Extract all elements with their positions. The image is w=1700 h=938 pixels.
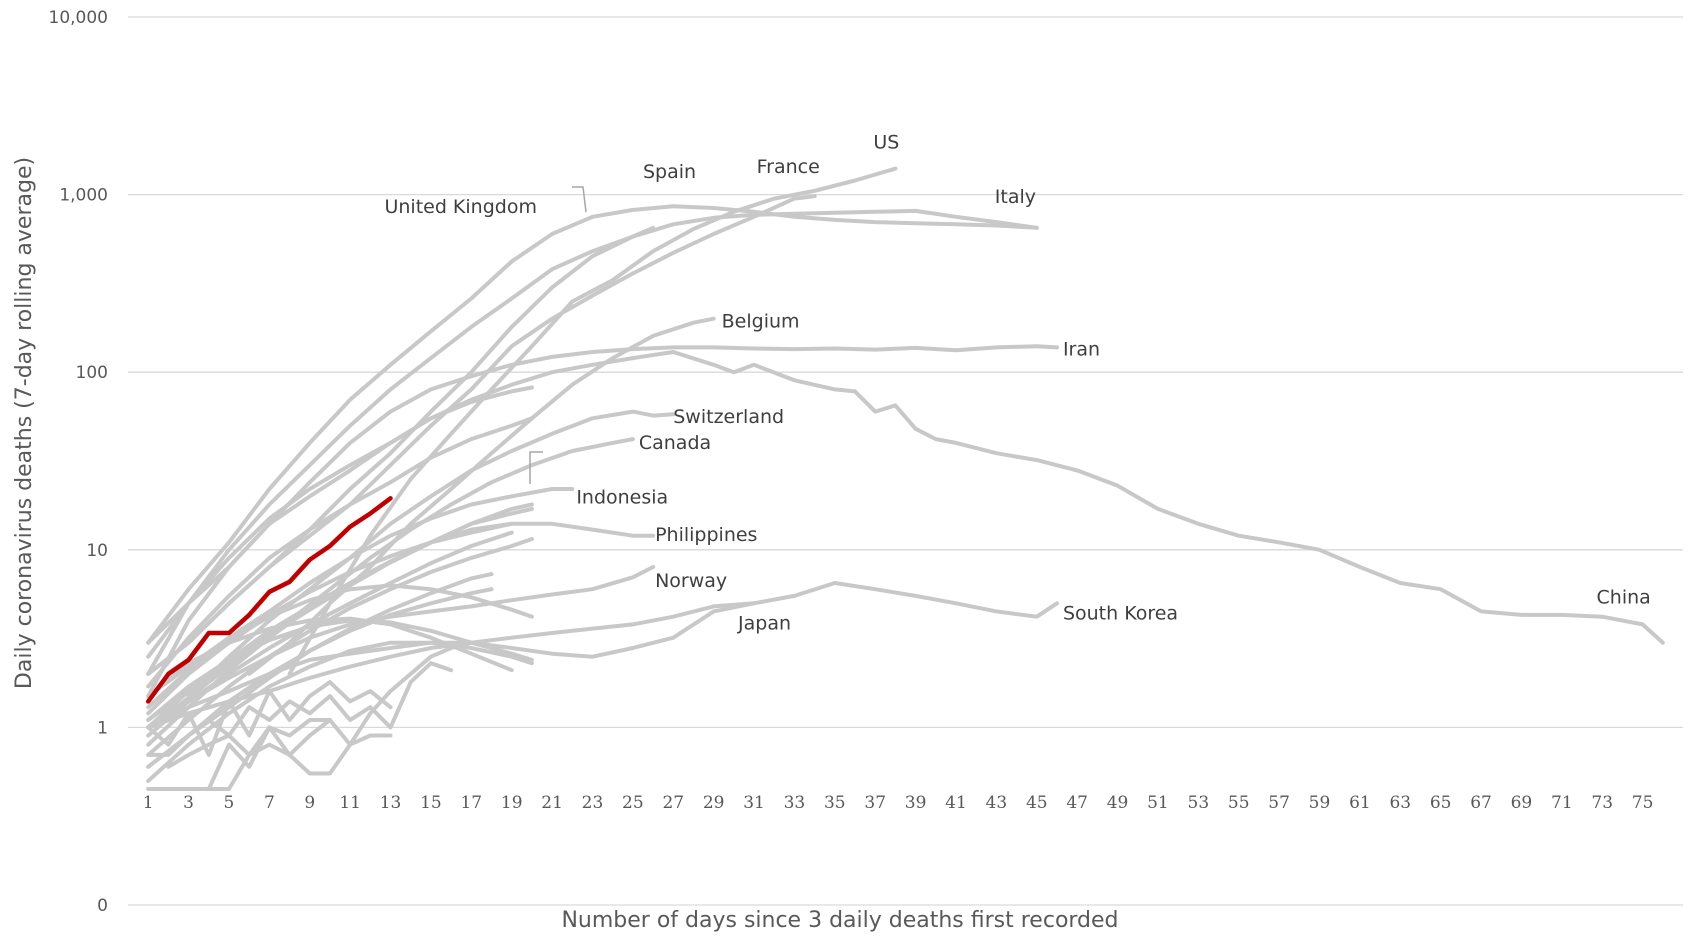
- x-tick-label: 33: [784, 793, 806, 813]
- y-tick-label: 10: [86, 541, 108, 561]
- x-tick-label: 21: [541, 793, 563, 813]
- x-tick-label: 65: [1430, 793, 1452, 813]
- x-tick-label: 9: [304, 793, 315, 813]
- x-tick-label: 3: [183, 793, 194, 813]
- y-tick-label: 1: [97, 718, 108, 738]
- label-switzerland: Switzerland: [673, 406, 784, 428]
- country-line-south-korea: [146, 581, 1059, 730]
- x-tick-label: 69: [1511, 793, 1533, 813]
- x-tick-label: 63: [1389, 793, 1411, 813]
- x-tick-label: 67: [1470, 793, 1492, 813]
- country-line-japan: [146, 601, 756, 730]
- x-tick-label: 45: [1026, 793, 1048, 813]
- label-us: US: [873, 132, 899, 154]
- x-tick-label: 41: [945, 793, 967, 813]
- country-line: [166, 718, 332, 769]
- label-indonesia: Indonesia: [576, 486, 668, 508]
- x-tick-label: 47: [1066, 793, 1088, 813]
- x-tick-label: 13: [380, 793, 402, 813]
- country-line-belgium: [247, 316, 716, 676]
- x-tick-label: 19: [501, 793, 523, 813]
- label-italy: Italy: [995, 186, 1036, 208]
- x-axis-title: Number of days since 3 daily deaths firs…: [561, 908, 1118, 933]
- x-tick-label: 75: [1632, 793, 1654, 813]
- label-philippines: Philippines: [655, 524, 757, 546]
- x-tick-label: 51: [1147, 793, 1169, 813]
- x-tick-label: 27: [662, 793, 684, 813]
- country-line-spain: [146, 204, 1039, 645]
- label-china: China: [1597, 587, 1651, 609]
- label-spain: Spain: [643, 161, 696, 183]
- x-tick-label: 61: [1349, 793, 1371, 813]
- x-tick-label: 5: [224, 793, 235, 813]
- label-south-korea: South Korea: [1063, 602, 1178, 624]
- x-tick-label: 23: [582, 793, 604, 813]
- y-tick-label: 10,000: [49, 8, 108, 28]
- label-belgium: Belgium: [722, 311, 800, 333]
- country-line-iran: [146, 344, 1059, 645]
- label-japan: Japan: [737, 612, 791, 634]
- x-tick-label: 59: [1309, 793, 1331, 813]
- label-france: France: [757, 156, 820, 178]
- x-tick-label: 57: [1268, 793, 1290, 813]
- x-tick-label: 49: [1107, 793, 1129, 813]
- highlighted-line: [145, 496, 393, 704]
- label-leader-line: [572, 186, 587, 213]
- label-leader-line: [529, 451, 543, 484]
- y-tick-label: 1,000: [59, 186, 108, 206]
- country-line-indonesia: [146, 487, 575, 699]
- country-line: [146, 661, 454, 757]
- y-tick-label: 0: [97, 896, 108, 916]
- x-tick-label: 43: [986, 793, 1008, 813]
- label-norway: Norway: [655, 570, 727, 592]
- x-tick-label: 39: [905, 793, 927, 813]
- country-line-us: [287, 166, 898, 676]
- x-tick-label: 37: [864, 793, 886, 813]
- x-tick-label: 7: [264, 793, 275, 813]
- x-tick-label: 25: [622, 793, 644, 813]
- x-tick-label: 1: [143, 793, 154, 813]
- x-tick-label: 55: [1228, 793, 1250, 813]
- series-lines: [146, 166, 1665, 791]
- x-tick-label: 71: [1551, 793, 1573, 813]
- highlighted-series: [145, 496, 393, 704]
- y-tick-label: 100: [76, 363, 108, 383]
- series-labels: US France Spain United Kingdom Italy Belgium I…: [384, 132, 1650, 635]
- x-tick-label: 73: [1591, 793, 1613, 813]
- x-axis-ticks: 1 3 5 7 9 11 13 15 17 19 21 23 25 27 29 31 33 35 37 39 41 43 4…: [143, 793, 1654, 813]
- country-line: [146, 416, 534, 689]
- y-axis-title: Daily coronavirus deaths (7-day rolling …: [12, 157, 37, 689]
- x-tick-label: 17: [460, 793, 482, 813]
- label-iran: Iran: [1063, 338, 1100, 360]
- country-line-norway: [146, 565, 656, 730]
- x-tick-label: 35: [824, 793, 846, 813]
- x-tick-label: 11: [339, 793, 361, 813]
- label-united-kingdom: United Kingdom: [384, 196, 537, 218]
- country-line-china: [146, 350, 1665, 699]
- x-tick-label: 31: [743, 793, 765, 813]
- x-tick-label: 15: [420, 793, 442, 813]
- country-line-switzerland: [186, 409, 676, 699]
- x-tick-label: 53: [1188, 793, 1210, 813]
- country-line-philippines: [146, 521, 656, 722]
- country-line-italy: [146, 208, 1039, 676]
- label-canada: Canada: [639, 432, 711, 454]
- x-tick-label: 29: [703, 793, 725, 813]
